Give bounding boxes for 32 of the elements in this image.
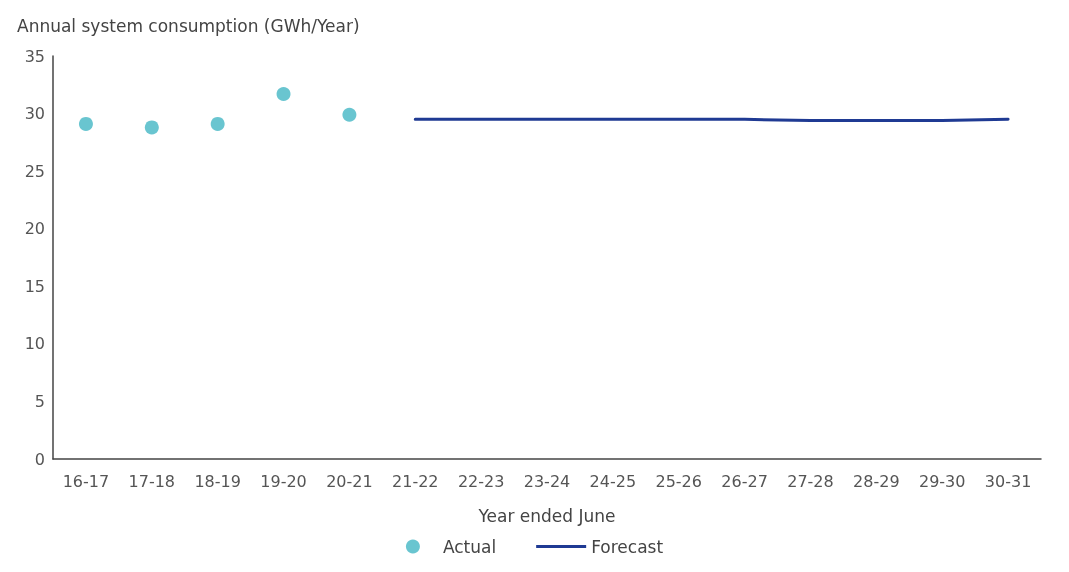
x-axis-title: Year ended June [477, 505, 616, 526]
x-tick-label: 23-24 [523, 471, 571, 491]
point [210, 116, 225, 131]
x-tick-label: 30-31 [984, 471, 1032, 491]
y-tick-label: 35 [24, 46, 45, 66]
point [342, 107, 357, 122]
y-tick-label: 30 [24, 104, 45, 124]
legend-label: Forecast [591, 536, 664, 557]
point [276, 87, 291, 101]
x-tick-label: 20-21 [326, 471, 373, 491]
y-tick-label: 15 [24, 276, 45, 296]
x-tick-label: 29-30 [918, 471, 966, 491]
y-tick-label: 10 [24, 334, 45, 354]
x-tick-label: 22-23 [457, 471, 505, 491]
x-tick-label: 25-26 [655, 471, 702, 491]
x-tick-label: 18-19 [194, 471, 241, 491]
x-tick-label: 16-17 [62, 471, 110, 491]
y-tick-label: 20 [24, 219, 45, 239]
legend-label: Actual [442, 536, 497, 557]
y-tick-label: 25 [24, 161, 45, 181]
y-axis-title: Annual system consumption (GWh/Year) [17, 15, 360, 36]
y-tick-label: 0 [34, 449, 45, 469]
x-tick-label: 17-18 [128, 471, 176, 491]
x-tick-label: 24-25 [589, 471, 637, 491]
x-tick-label: 28-29 [853, 471, 900, 491]
y-tick-label: 5 [34, 391, 45, 411]
point [144, 120, 159, 135]
x-tick-label: 27-28 [787, 471, 834, 491]
point [78, 116, 93, 131]
x-tick-label: 26-27 [721, 471, 768, 491]
x-tick-label: 19-20 [260, 471, 307, 491]
x-tick-label: 21-22 [392, 471, 439, 491]
